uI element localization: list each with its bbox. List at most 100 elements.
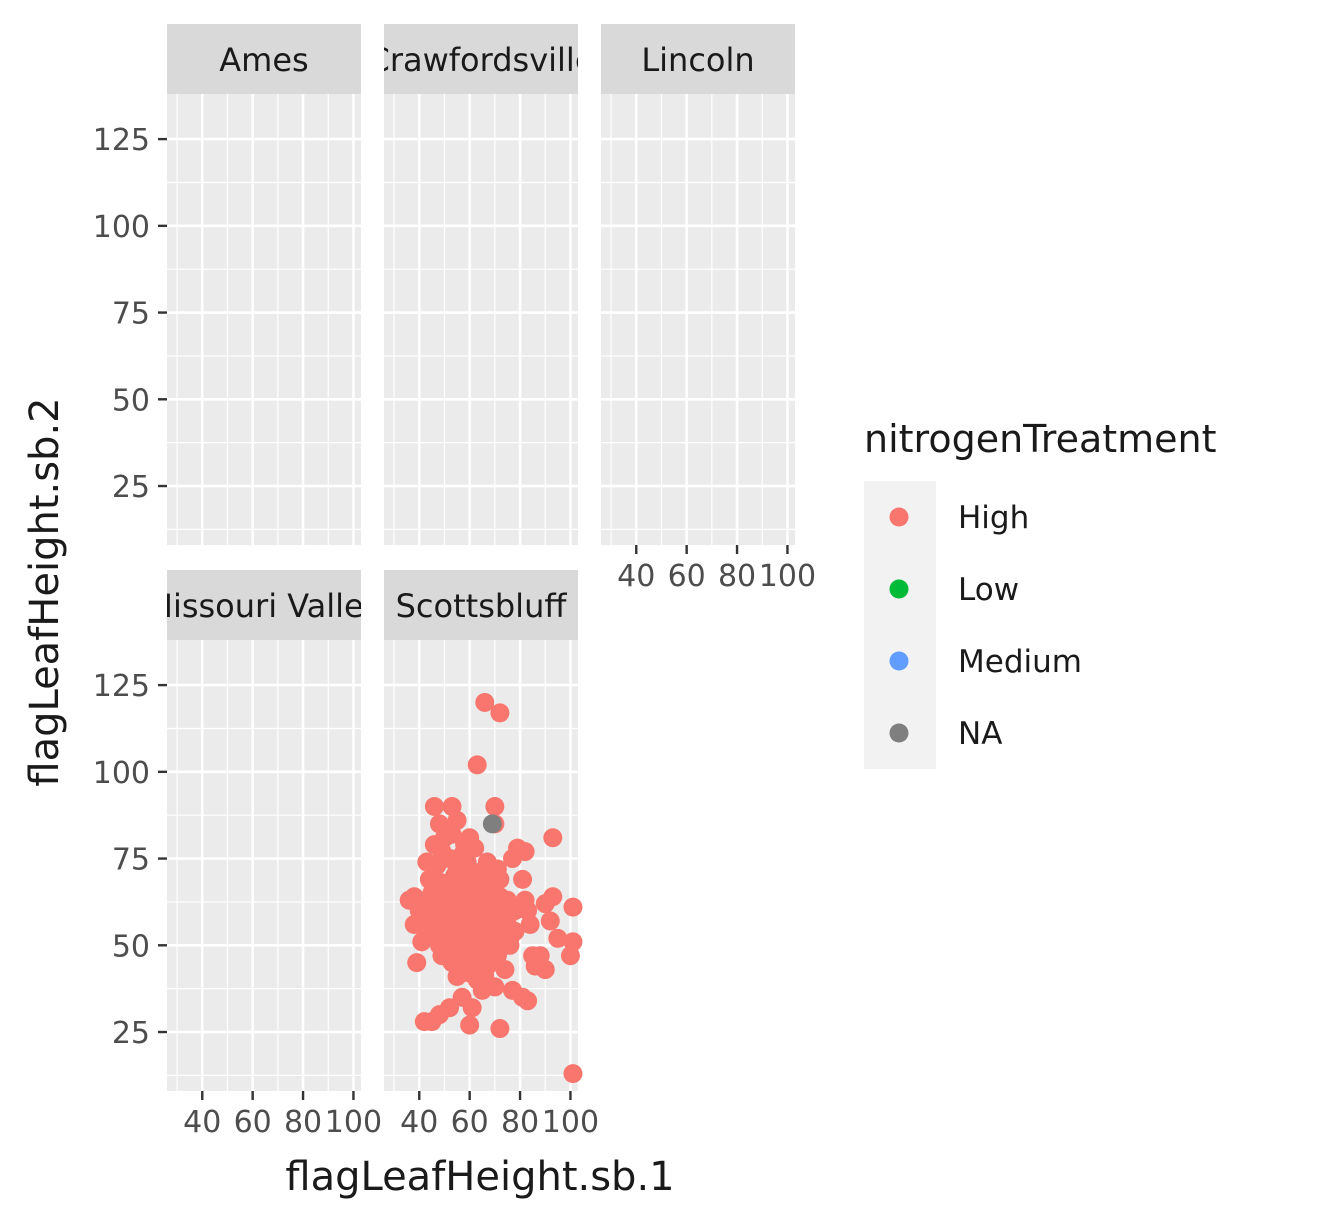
panel-background (167, 640, 361, 1091)
y-tick-label: 25 (112, 1016, 150, 1051)
data-point-high (497, 908, 517, 928)
data-point-high (442, 824, 462, 844)
data-point-high (407, 953, 427, 973)
x-tick-label: 60 (234, 1105, 272, 1140)
data-point-high (460, 914, 480, 934)
legend-key-low (889, 579, 909, 599)
y-tick-label: 50 (112, 929, 150, 964)
data-point-high (467, 970, 487, 990)
x-tick-label: 100 (542, 1105, 599, 1140)
data-point-high (490, 703, 510, 723)
data-point-high (475, 692, 495, 712)
data-point-high (560, 946, 580, 966)
facet-strip-label: Scottsbluff (396, 587, 568, 625)
data-point-high (495, 960, 515, 980)
y-tick-label: 75 (112, 297, 150, 332)
x-tick-label: 100 (325, 1105, 382, 1140)
y-tick-label: 50 (112, 383, 150, 418)
panel-background (601, 94, 795, 545)
data-point-high (457, 956, 477, 976)
facet-strip (384, 570, 578, 640)
legend-label: Medium (958, 644, 1082, 680)
data-point-high (563, 1064, 583, 1084)
data-point-high (457, 852, 477, 872)
panel-background (167, 94, 361, 545)
x-tick-label: 100 (759, 559, 816, 594)
data-point-high (548, 928, 568, 948)
data-point-high (490, 887, 510, 907)
x-tick-label: 80 (718, 559, 756, 594)
facet-panel: Ames (167, 24, 361, 545)
data-point-high (409, 911, 429, 931)
legend-label: NA (958, 716, 1002, 752)
data-point-high (543, 828, 563, 848)
data-point-high (445, 914, 465, 934)
data-point-high (563, 897, 583, 917)
facet-panel: Crawfordsville (368, 24, 595, 545)
facet-strip-label: Missouri Valley (145, 587, 382, 625)
data-point-high (485, 977, 505, 997)
y-tick-label: 125 (93, 123, 150, 158)
data-point-high (500, 928, 520, 948)
data-point-na (482, 814, 502, 834)
x-tick-label: 60 (668, 559, 706, 594)
legend: nitrogenTreatment High Low Medium NA (864, 417, 1217, 769)
x-tick-label: 40 (617, 559, 655, 594)
legend-label: High (958, 500, 1029, 536)
data-point-high (518, 991, 538, 1011)
data-point-high (462, 998, 482, 1018)
data-point-high (513, 869, 533, 889)
y-tick-label: 125 (93, 669, 150, 704)
x-tick-label: 60 (451, 1105, 489, 1140)
data-point-high (520, 914, 540, 934)
facet-strip-label: Crawfordsville (368, 41, 595, 79)
data-point-high (414, 1012, 434, 1032)
x-tick-label: 80 (501, 1105, 539, 1140)
data-point-high (424, 797, 444, 817)
facet-panel: Lincoln (601, 24, 795, 545)
data-point-high (434, 887, 454, 907)
data-point-high (477, 908, 497, 928)
facet-strip (167, 570, 361, 640)
data-point-high (485, 797, 505, 817)
data-point-high (502, 849, 522, 869)
data-point-high (404, 887, 424, 907)
legend-label: Low (958, 572, 1019, 608)
facet-strip (384, 24, 578, 94)
data-point-high (437, 946, 457, 966)
data-point-high (447, 932, 467, 952)
data-point-high (432, 842, 452, 862)
data-point-high (490, 1019, 510, 1039)
facet-strip (601, 24, 795, 94)
x-tick-label: 40 (183, 1105, 221, 1140)
facet-panel: Scottsbluff (384, 570, 583, 1091)
data-point-high (467, 755, 487, 775)
data-point-high (535, 960, 555, 980)
data-point-high (460, 1015, 480, 1035)
x-axis-title: flagLeafHeight.sb.1 (285, 1154, 674, 1200)
legend-key-background (864, 481, 936, 769)
y-tick-label: 100 (93, 210, 150, 245)
data-point-high (465, 869, 485, 889)
legend-entries: High Low Medium NA (889, 500, 1082, 752)
x-tick-label: 40 (400, 1105, 438, 1140)
data-point-high (465, 838, 485, 858)
x-tick-label: 80 (284, 1105, 322, 1140)
legend-key-na (889, 723, 909, 743)
panel-background (384, 94, 578, 545)
facet-strip (167, 24, 361, 94)
y-tick-label: 75 (112, 843, 150, 878)
data-point-high (540, 911, 560, 931)
legend-key-medium (889, 651, 909, 671)
facet-panels: Ames Crawfordsville Lincoln Missouri Valley… (145, 24, 795, 1091)
y-tick-label: 100 (93, 756, 150, 791)
data-point-high (543, 887, 563, 907)
facet-strip-label: Ames (219, 41, 308, 79)
y-axis-title: flagLeafHeight.sb.2 (22, 397, 68, 786)
y-tick-label: 25 (112, 470, 150, 505)
facet-panel: Missouri Valley (145, 570, 382, 1091)
legend-title: nitrogenTreatment (864, 417, 1217, 461)
facet-strip-label: Lincoln (641, 41, 754, 79)
